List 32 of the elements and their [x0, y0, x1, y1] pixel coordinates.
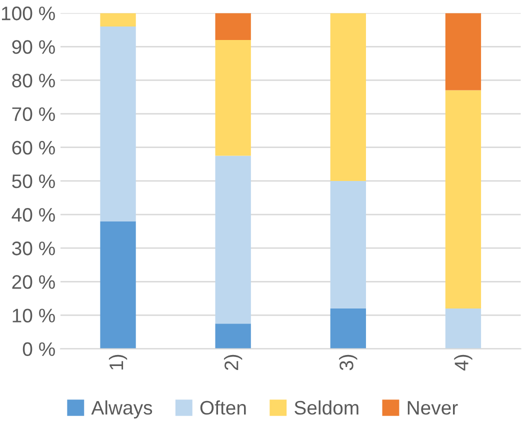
y-tick-label: 80 %	[12, 74, 55, 88]
bar	[100, 26, 136, 222]
bar	[100, 221, 136, 349]
bar	[215, 324, 251, 349]
x-tick-label: 3)	[339, 354, 358, 370]
bar	[445, 308, 482, 349]
legend-label: Never	[408, 401, 458, 415]
bar	[330, 13, 366, 181]
y-tick-label: 30 %	[12, 242, 55, 256]
legend-label: Often	[200, 400, 246, 415]
bar	[100, 13, 136, 27]
y-tick-label: 70 %	[12, 107, 55, 122]
bar	[445, 13, 482, 90]
bar	[330, 308, 366, 349]
bar	[445, 90, 482, 309]
y-tick-label: 50 %	[12, 174, 55, 188]
bar	[215, 156, 251, 324]
legend-label: Seldom	[294, 400, 358, 415]
y-tick-label: 20 %	[12, 275, 55, 289]
y-tick-label: 100 %	[2, 6, 55, 20]
y-tick-label: 60 %	[12, 140, 55, 155]
bar	[330, 180, 366, 309]
bar	[215, 40, 251, 156]
y-tick-label: 90 %	[12, 40, 55, 54]
bar	[215, 13, 251, 40]
y-tick-label: 10 %	[12, 308, 55, 322]
x-tick-label: 4)	[454, 354, 472, 370]
x-tick-label: 2)	[224, 354, 242, 370]
y-tick-label: 40 %	[12, 208, 55, 222]
x-tick-label: 1)	[108, 354, 128, 370]
y-tick-label: 0 %	[22, 342, 55, 356]
legend-label: Always	[91, 400, 152, 418]
